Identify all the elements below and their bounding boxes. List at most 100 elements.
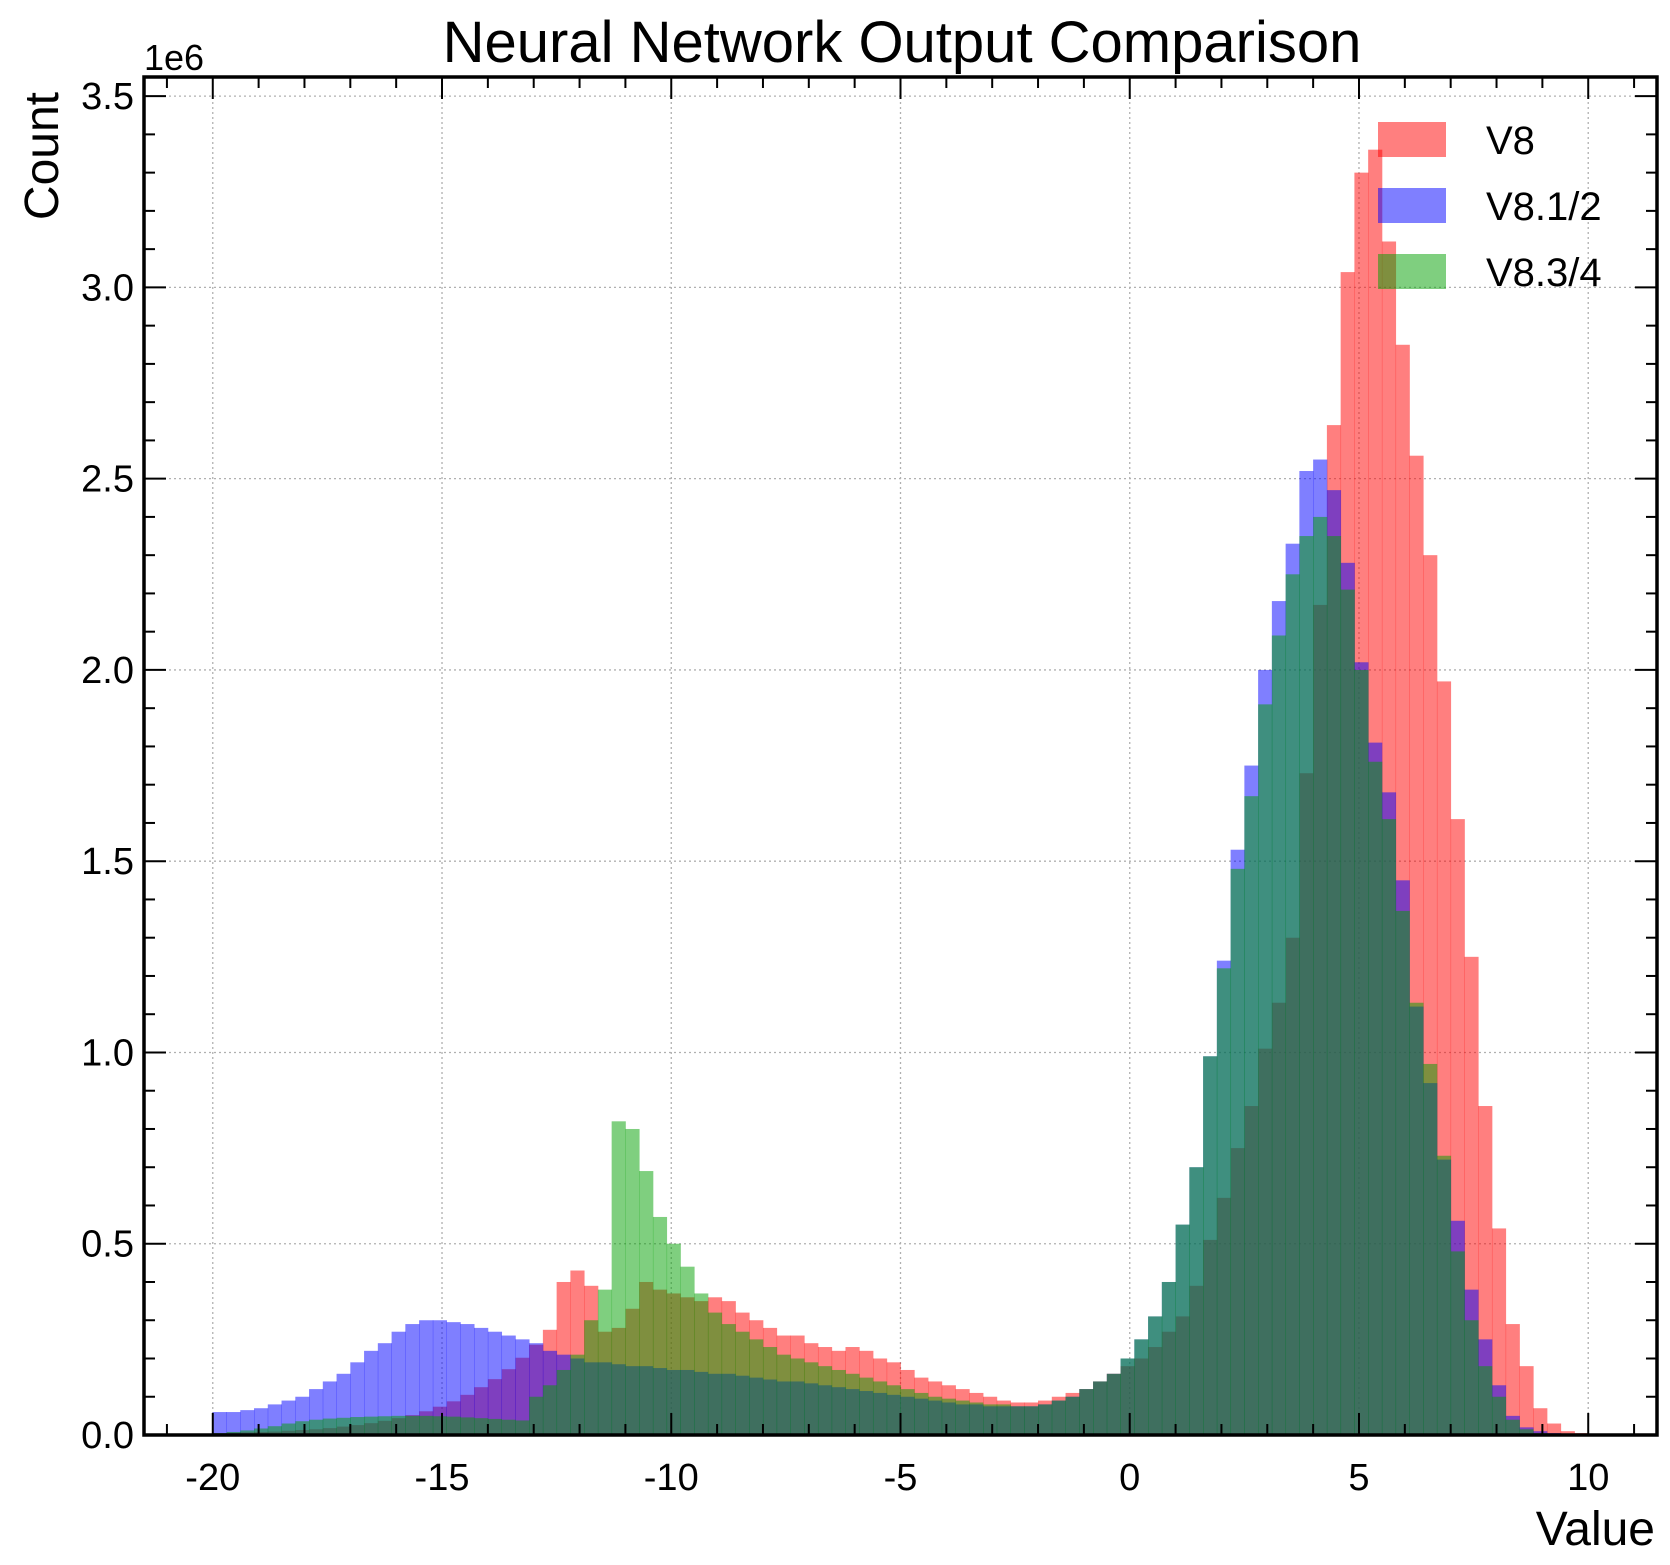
histogram-bar [1423,1063,1438,1435]
histogram-bar [1271,635,1287,1435]
histogram-bar [680,1266,695,1435]
histogram-bar [240,1410,255,1435]
legend-swatch [1378,122,1446,157]
histogram-bar [254,1428,269,1435]
histogram-bar [1368,761,1383,1435]
histogram-bar [1478,1366,1493,1435]
histogram-bar [1560,1431,1575,1435]
histogram-bar [336,1417,351,1435]
histogram-bar [872,1381,888,1435]
histogram-bar [1519,1366,1534,1435]
histogram-bar [1161,1281,1176,1435]
histogram-bar [501,1419,516,1435]
histogram-bar [707,1312,723,1435]
legend-label: V8 [1486,119,1535,163]
x-tick-label: 10 [1567,1457,1609,1499]
y-axis-label: Count [16,92,69,220]
histogram-bar [1244,796,1259,1435]
histogram-bar [240,1430,255,1435]
histogram-bar [556,1369,571,1435]
histogram-bar [1354,669,1369,1435]
histogram-bar [969,1402,984,1435]
histogram-bar [529,1396,544,1435]
histogram-bar [1106,1373,1121,1435]
histogram-bar [432,1416,447,1435]
chart-title: Neural Network Output Comparison [443,10,1362,75]
histogram-bar [542,1385,558,1435]
histogram-bar [831,1369,846,1435]
histogram-bar [666,1243,681,1435]
x-tick-label: -20 [185,1457,240,1499]
histogram-bar [1519,1429,1534,1435]
histogram-bar [735,1331,750,1435]
histogram-bar [955,1400,970,1435]
histogram-bar [322,1418,337,1435]
histogram-bar [584,1320,599,1435]
histogram-bar [1340,589,1355,1435]
histogram-bar [377,1416,392,1435]
histogram-bar [983,1404,998,1435]
histogram-bar [776,1354,791,1435]
y-axis-multiplier: 1e6 [144,37,204,78]
histogram-bar [1505,1419,1520,1435]
histogram-bar [1491,1228,1507,1435]
x-tick-label: 0 [1119,1457,1140,1499]
histogram-bar [267,1426,282,1435]
histogram-bar [1038,1404,1053,1435]
histogram-bar [295,1421,310,1435]
legend-swatch [1378,254,1446,289]
y-tick-label: 1.5 [81,841,134,883]
histogram-bar [928,1396,943,1435]
histogram-bar [254,1408,269,1435]
x-tick-label: -10 [644,1457,699,1499]
y-tick-label: 0.0 [81,1415,134,1457]
histogram-bar [1258,704,1273,1435]
histogram-bar [515,1420,530,1435]
histogram-bar [597,1289,613,1435]
tick-labels: -20 -15 -10 -5 0 5 10 0.0 0.5 1.0 1.5 2.0 2.5 3.0 3.5 [81,76,1609,1499]
histogram-bar [364,1416,379,1435]
axis-ticks [144,77,1657,1436]
histogram-bar [914,1392,929,1435]
histogram-bar [570,1354,585,1435]
histogram-bar [1491,1396,1507,1435]
histogram-bar [1409,1002,1424,1435]
histogram-bar [350,1362,365,1435]
histogram-bar [1148,1316,1163,1435]
histogram-bar [446,1416,461,1435]
histogram-bar [1051,1400,1066,1435]
histogram-bar [790,1358,805,1435]
legend-label: V8.1/2 [1486,185,1602,229]
y-tick-label: 0.5 [81,1224,134,1266]
histogram-bar [1546,1423,1562,1435]
plot-frame [142,75,1659,1437]
histogram-bar [1065,1396,1080,1435]
histogram-bar [405,1415,420,1435]
histogram-bar [432,1320,447,1435]
y-tick-label: 3.0 [81,267,134,309]
histogram-bar [391,1415,406,1435]
histogram-bar [460,1324,475,1435]
histogram-bar [1175,1224,1190,1435]
histogram-bar [474,1327,489,1435]
histogram-bar [845,1373,860,1435]
histogram-bar [886,1385,901,1435]
y-tick-label: 1.0 [81,1032,134,1074]
histogram-bar [804,1362,819,1435]
histogram-bar [1326,536,1342,1435]
histogram-bar [652,1216,668,1435]
histogram-bar [281,1423,296,1435]
histogram-bar [1381,819,1397,1435]
histogram-bar [762,1347,778,1435]
histogram-bar [721,1324,736,1435]
y-tick-label: 3.5 [81,76,134,118]
histogram-bar [1134,1339,1149,1435]
histogram-bar [1216,968,1232,1435]
histogram-bar [996,1404,1011,1435]
histogram-bar [1230,868,1245,1435]
histogram-bar [1024,1406,1039,1435]
histogram-bar [1285,574,1300,1435]
histogram-bar [1464,1320,1479,1435]
series-3-bars [212,516,1575,1435]
